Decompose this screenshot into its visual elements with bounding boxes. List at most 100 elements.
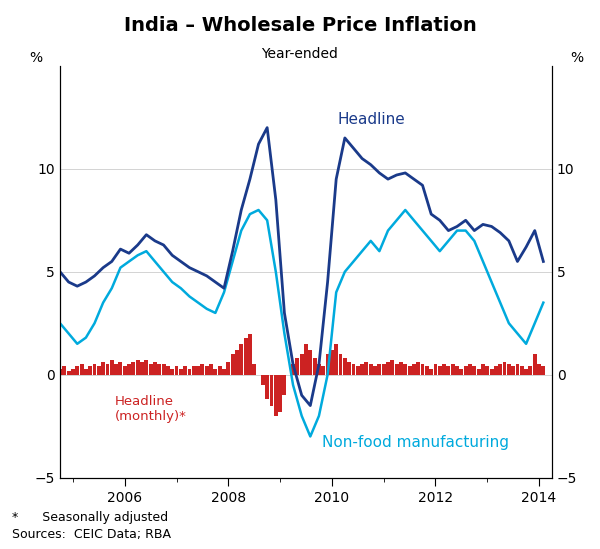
Bar	[136, 360, 140, 374]
Bar	[338, 354, 343, 374]
Bar	[382, 365, 386, 374]
Bar	[62, 367, 66, 374]
Bar	[412, 365, 416, 374]
Bar	[92, 365, 97, 374]
Bar	[472, 367, 476, 374]
Bar	[278, 374, 282, 412]
Bar	[334, 344, 338, 374]
Bar	[386, 362, 390, 374]
Bar	[317, 365, 321, 374]
Bar	[503, 362, 506, 374]
Bar	[533, 354, 536, 374]
Bar	[248, 333, 252, 374]
Bar	[494, 367, 498, 374]
Bar	[485, 367, 489, 374]
Bar	[369, 365, 373, 374]
Bar	[498, 365, 502, 374]
Bar	[149, 365, 152, 374]
Bar	[511, 367, 515, 374]
Bar	[123, 367, 127, 374]
Bar	[399, 362, 403, 374]
Bar	[529, 367, 532, 374]
Bar	[541, 367, 545, 374]
Bar	[67, 371, 71, 374]
Bar	[295, 358, 299, 374]
Bar	[261, 374, 265, 385]
Bar	[343, 358, 347, 374]
Bar	[407, 367, 412, 374]
Bar	[537, 365, 541, 374]
Bar	[360, 365, 364, 374]
Bar	[244, 338, 248, 374]
Bar	[442, 365, 446, 374]
Bar	[507, 365, 511, 374]
Bar	[157, 365, 161, 374]
Bar	[80, 365, 83, 374]
Bar	[192, 367, 196, 374]
Bar	[356, 367, 360, 374]
Bar	[188, 368, 191, 374]
Bar	[364, 362, 368, 374]
Bar	[391, 360, 394, 374]
Bar	[464, 367, 467, 374]
Bar	[300, 354, 304, 374]
Bar	[235, 350, 239, 374]
Bar	[283, 374, 286, 395]
Bar	[127, 365, 131, 374]
Bar	[330, 350, 334, 374]
Bar	[468, 365, 472, 374]
Bar	[226, 362, 230, 374]
Text: Year-ended: Year-ended	[262, 47, 338, 61]
Bar	[416, 362, 420, 374]
Bar	[395, 365, 398, 374]
Bar	[377, 365, 382, 374]
Bar	[101, 362, 105, 374]
Bar	[373, 367, 377, 374]
Bar	[304, 344, 308, 374]
Bar	[230, 354, 235, 374]
Bar	[476, 368, 481, 374]
Bar	[524, 368, 528, 374]
Bar	[196, 367, 200, 374]
Bar	[84, 368, 88, 374]
Bar	[200, 365, 205, 374]
Bar	[265, 374, 269, 400]
Bar	[352, 365, 355, 374]
Bar	[446, 367, 451, 374]
Bar	[205, 367, 209, 374]
Bar	[425, 367, 429, 374]
Bar	[166, 367, 170, 374]
Bar	[58, 368, 62, 374]
Bar	[438, 367, 442, 374]
Bar	[153, 362, 157, 374]
Bar	[76, 367, 79, 374]
Bar	[455, 367, 459, 374]
Text: Headline: Headline	[337, 111, 405, 126]
Text: Non-food manufacturing: Non-food manufacturing	[322, 435, 509, 450]
Bar	[269, 374, 274, 406]
Bar	[520, 367, 524, 374]
Bar	[326, 354, 329, 374]
Bar	[183, 367, 187, 374]
Bar	[161, 365, 166, 374]
Bar	[145, 360, 148, 374]
Bar	[209, 365, 213, 374]
Bar	[403, 365, 407, 374]
Bar	[88, 367, 92, 374]
Bar	[106, 365, 109, 374]
Bar	[179, 368, 183, 374]
Bar	[421, 365, 424, 374]
Bar	[274, 374, 278, 416]
Bar	[490, 368, 494, 374]
Bar	[222, 368, 226, 374]
Bar	[308, 350, 312, 374]
Bar	[291, 365, 295, 374]
Bar	[252, 365, 256, 374]
Bar	[175, 367, 178, 374]
Y-axis label: %: %	[29, 51, 42, 65]
Bar	[214, 368, 217, 374]
Bar	[481, 365, 485, 374]
Bar	[218, 367, 221, 374]
Text: Sources:  CEIC Data; RBA: Sources: CEIC Data; RBA	[12, 528, 171, 541]
Bar	[118, 362, 122, 374]
